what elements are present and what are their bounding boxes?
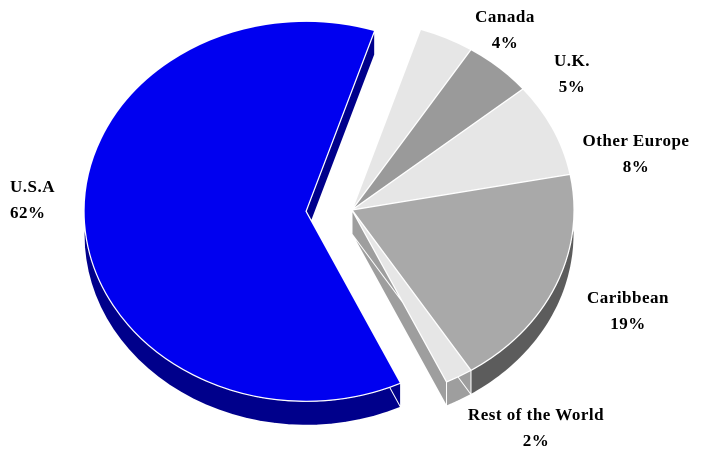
slice-label-other-europe: Other Europe: [583, 131, 690, 150]
slice-u-s-a: [83, 20, 402, 402]
slice-label-u-s-a: U.S.A: [10, 177, 55, 196]
slice-rest-of-the-world: [351, 209, 472, 383]
slice-label-caribbean: Caribbean: [587, 288, 669, 307]
slice-label-rest-of-the-world: Rest of the World: [468, 405, 604, 424]
slice-label-u-k: U.K.: [554, 51, 590, 70]
slice-value-rest-of-the-world: 2%: [523, 431, 550, 450]
slice-caribbean: [350, 173, 575, 372]
slice-label-canada: Canada: [475, 7, 535, 26]
slice-other-europe: [351, 88, 571, 211]
pie-tops: [83, 20, 575, 402]
pie-labels: U.S.A 62% Canada 4% U.K. 5% Other Europe 8% Cari…: [10, 7, 689, 450]
slice-value-other-europe: 8%: [623, 157, 650, 176]
slice-value-caribbean: 19%: [610, 314, 646, 333]
slice-value-u-s-a: 62%: [10, 203, 46, 222]
slice-value-u-k: 5%: [559, 77, 586, 96]
slice-value-canada: 4%: [492, 33, 519, 52]
